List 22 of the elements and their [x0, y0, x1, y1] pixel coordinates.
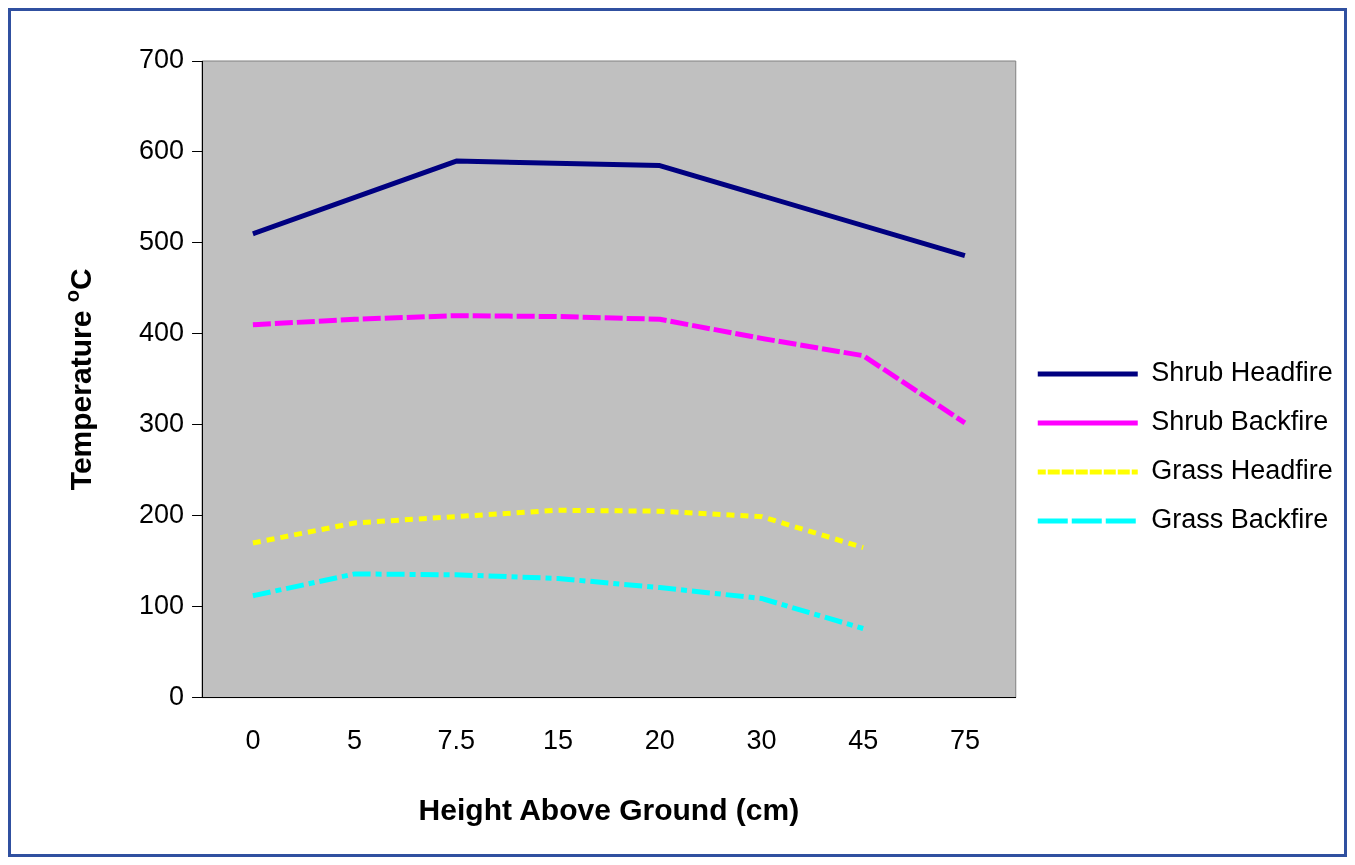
legend-label: Grass Headfire — [1151, 455, 1333, 486]
y-tick-label: 300 — [138, 408, 185, 439]
y-tick-label: 200 — [138, 499, 185, 530]
legend-label: Shrub Backfire — [1151, 406, 1329, 437]
x-tick-label: 20 — [644, 725, 675, 756]
legend-label: Grass Backfire — [1151, 504, 1329, 535]
y-tick-label: 0 — [169, 681, 185, 712]
x-tick-label: 0 — [245, 725, 261, 756]
y-tick-label: 700 — [138, 44, 185, 75]
x-axis-title: Height Above Ground (cm) — [418, 793, 800, 827]
y-tick-label: 400 — [138, 317, 185, 348]
x-tick-label: 75 — [949, 725, 980, 756]
legend-label: Shrub Headfire — [1151, 357, 1333, 388]
x-tick-label: 5 — [347, 725, 363, 756]
y-tick-label: 500 — [138, 226, 185, 257]
y-axis-title: Temperature oC — [61, 268, 97, 491]
y-tick-label: 100 — [138, 590, 185, 621]
y-tick-label: 600 — [138, 135, 185, 166]
x-tick-label: 15 — [543, 725, 574, 756]
x-tick-label: 30 — [746, 725, 777, 756]
x-tick-label: 45 — [848, 725, 879, 756]
x-tick-label: 7.5 — [437, 725, 476, 756]
